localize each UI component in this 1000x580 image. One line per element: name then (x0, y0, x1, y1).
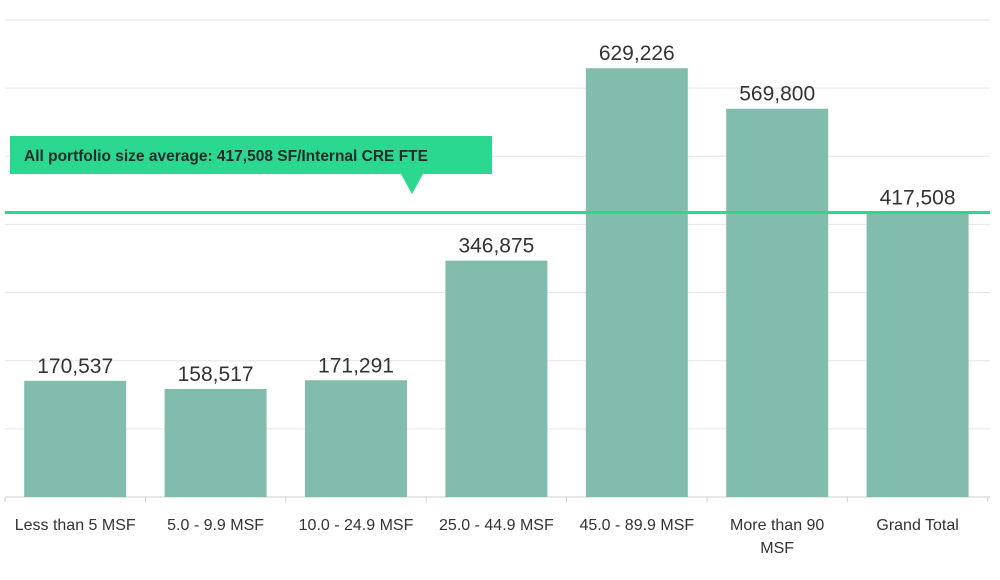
data-label: 569,800 (739, 83, 815, 106)
value-labels: 170,537 158,517 171,291 346,875 629,226 569,8… (37, 42, 955, 386)
category-label: 10.0 - 24.9 MSF (299, 517, 414, 534)
category-label: More than 90 MSF (730, 517, 824, 557)
average-callout: All portfolio size average: 417,508 SF/I… (10, 136, 492, 194)
bar (445, 260, 548, 497)
bar (585, 68, 688, 498)
category-label: 25.0 - 44.9 MSF (439, 517, 554, 534)
data-label: 417,508 (880, 186, 956, 209)
bar (24, 380, 127, 497)
data-label: 629,226 (599, 42, 675, 65)
data-label: 170,537 (37, 355, 113, 378)
callout-box (10, 136, 492, 194)
category-label: Grand Total (876, 517, 958, 534)
bar (164, 388, 267, 497)
data-label: 346,875 (458, 235, 534, 258)
category-label: 45.0 - 89.9 MSF (579, 517, 694, 534)
data-label: 158,517 (178, 363, 254, 386)
category-labels: Less than 5 MSF 5.0 - 9.9 MSF 10.0 - 24.9 … (15, 517, 959, 557)
category-label: Less than 5 MSF (15, 517, 136, 534)
data-label: 171,291 (318, 354, 394, 377)
bar (866, 212, 969, 498)
category-label: 5.0 - 9.9 MSF (167, 517, 264, 534)
bar (305, 380, 407, 497)
bar (726, 108, 829, 498)
bars (24, 68, 969, 498)
average-label: All portfolio size average: 417,508 SF/I… (24, 148, 428, 165)
